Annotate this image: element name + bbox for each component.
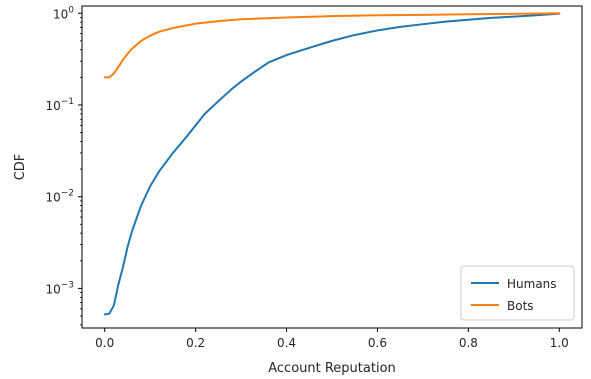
legend-label: Bots bbox=[507, 299, 534, 313]
x-axis-label: Account Reputation bbox=[268, 361, 396, 376]
y-tick-base: 10 bbox=[45, 191, 60, 205]
y-tick-base: 10 bbox=[45, 282, 60, 296]
y-tick-label: 10−2 bbox=[45, 189, 74, 205]
y-tick-base: 10 bbox=[45, 99, 60, 113]
series-layer bbox=[103, 12, 561, 316]
x-tick-label: 1.0 bbox=[550, 336, 569, 350]
x-axis: 0.0 0.2 0.4 0.6 0.8 1.0 bbox=[95, 328, 569, 350]
y-axis-label: CDF bbox=[13, 154, 28, 181]
x-tick-label: 0.8 bbox=[459, 336, 478, 350]
x-tick-label: 0.6 bbox=[368, 336, 387, 350]
legend-box bbox=[460, 265, 575, 321]
y-tick-exponent: −1 bbox=[61, 97, 74, 107]
y-tick-label: 10−3 bbox=[45, 280, 74, 296]
x-tick-label: 0.4 bbox=[277, 336, 296, 350]
y-tick-label: 10−1 bbox=[45, 97, 74, 113]
y-tick-base: 10 bbox=[53, 7, 68, 21]
x-tick-label: 0.0 bbox=[95, 336, 114, 350]
series-line-bots bbox=[103, 12, 561, 79]
y-tick-exponent: −2 bbox=[61, 189, 74, 199]
y-tick-exponent: 0 bbox=[68, 5, 74, 15]
y-tick-exponent: −3 bbox=[61, 280, 74, 290]
y-tick-label: 100 bbox=[53, 5, 74, 21]
x-tick-label: 0.2 bbox=[186, 336, 205, 350]
series-line-humans bbox=[103, 12, 561, 316]
plot-frame bbox=[81, 5, 583, 329]
legend: Humans Bots bbox=[460, 265, 575, 321]
legend-label: Humans bbox=[507, 277, 557, 291]
